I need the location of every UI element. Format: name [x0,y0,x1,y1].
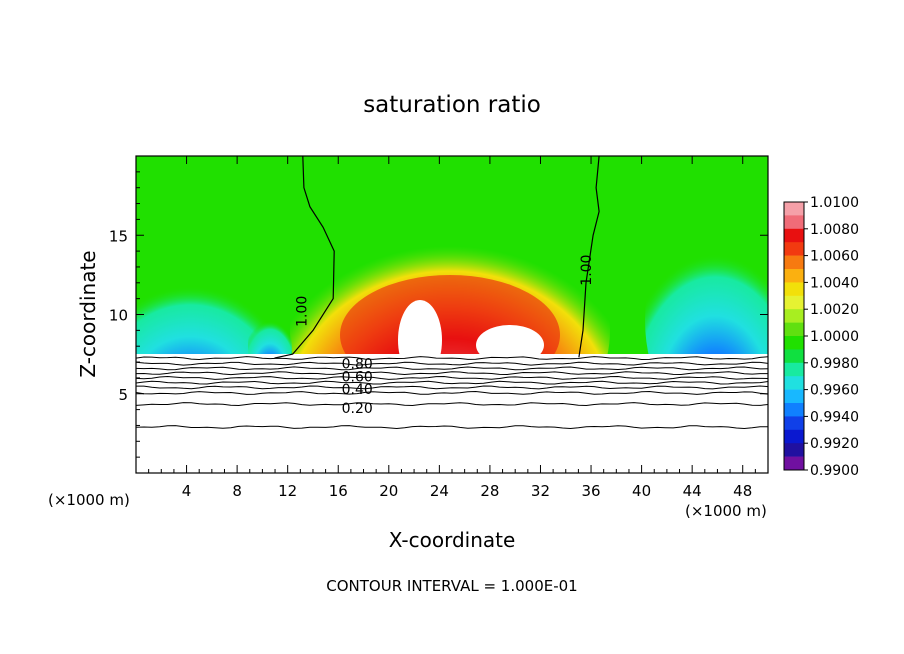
colorbar-band [784,416,804,431]
colorbar-band [784,389,804,404]
y-axis-label: Z-coordinate [76,250,100,377]
contour-line [136,356,768,361]
colorbar-label: 0.9960 [810,383,859,399]
colorbar-band [784,336,804,350]
colorbar-band [784,309,804,323]
x-tick-label: 16 [329,482,348,500]
colorbar-band [784,215,804,230]
contour-label: 0.20 [342,401,373,417]
x-tick-label: 24 [430,482,449,500]
colorbar-label: 0.9940 [810,409,859,425]
y-tick-label: 15 [109,227,128,245]
colorbar-label: 1.0020 [810,302,859,318]
colorbar-band [784,295,804,310]
x-unit-left: (×1000 m) [48,491,130,509]
colorbar-label: 1.0000 [810,329,859,345]
colorbar-band [784,228,804,243]
contour-line [136,375,768,380]
contour-label: 0.80 [342,357,373,373]
contour-line [136,371,768,376]
contour-line [136,380,768,385]
contour-line [136,425,768,430]
colorbar-band [784,443,804,457]
contour-line-1-00-right [578,156,600,358]
colorbar-label: 1.0060 [810,249,859,265]
x-tick-label: 12 [278,482,297,500]
x-unit-right: (×1000 m) [685,502,767,520]
y-tick-label: 10 [109,307,128,325]
colorbar-label: 1.0100 [810,195,859,211]
colorbar-band [784,202,804,216]
colorbar-label: 1.0040 [810,275,859,291]
colorbar-band [784,269,804,283]
colorbar-band [784,429,804,444]
colorbar-band [784,242,804,256]
contour-line-1-00-left [274,156,335,359]
x-tick-label: 32 [531,482,550,500]
contour-line [136,385,768,390]
contour-line [136,361,768,366]
contour-interval-note: CONTOUR INTERVAL = 1.000E-01 [326,577,577,595]
colorbar-band [784,282,804,297]
colorbar-band [784,349,804,364]
contour-label: 1.00 [295,296,311,327]
colorbar-band [784,255,804,270]
y-tick-label: 5 [118,386,128,404]
plot-area [136,156,768,473]
colorbar-label: 0.9980 [810,356,859,372]
x-tick-label: 36 [581,482,600,500]
x-tick-label: 20 [379,482,398,500]
colorbar-band [784,403,804,417]
x-tick-label: 8 [232,482,242,500]
x-axis-label: X-coordinate [389,528,516,552]
contour-line [136,366,768,371]
x-tick-label: 40 [632,482,651,500]
colorbar-band [784,376,804,390]
chart-title: saturation ratio [363,92,541,118]
x-tick-label: 48 [733,482,752,500]
colorbar-label: 1.0080 [810,222,859,238]
colorbar-label: 0.9900 [810,463,859,479]
x-tick-label: 28 [480,482,499,500]
colorbar-label: 0.9920 [810,436,859,452]
x-tick-label: 4 [182,482,192,500]
colorbar-band [784,322,804,337]
contour-label: 0.40 [342,382,373,398]
contour-line [136,402,768,407]
colorbar-band [784,362,804,377]
contour-label: 1.00 [579,255,595,286]
colorbar-band [784,456,804,471]
x-tick-label: 44 [683,482,702,500]
contour-line [136,390,768,395]
contour-label: 0.60 [342,369,373,385]
